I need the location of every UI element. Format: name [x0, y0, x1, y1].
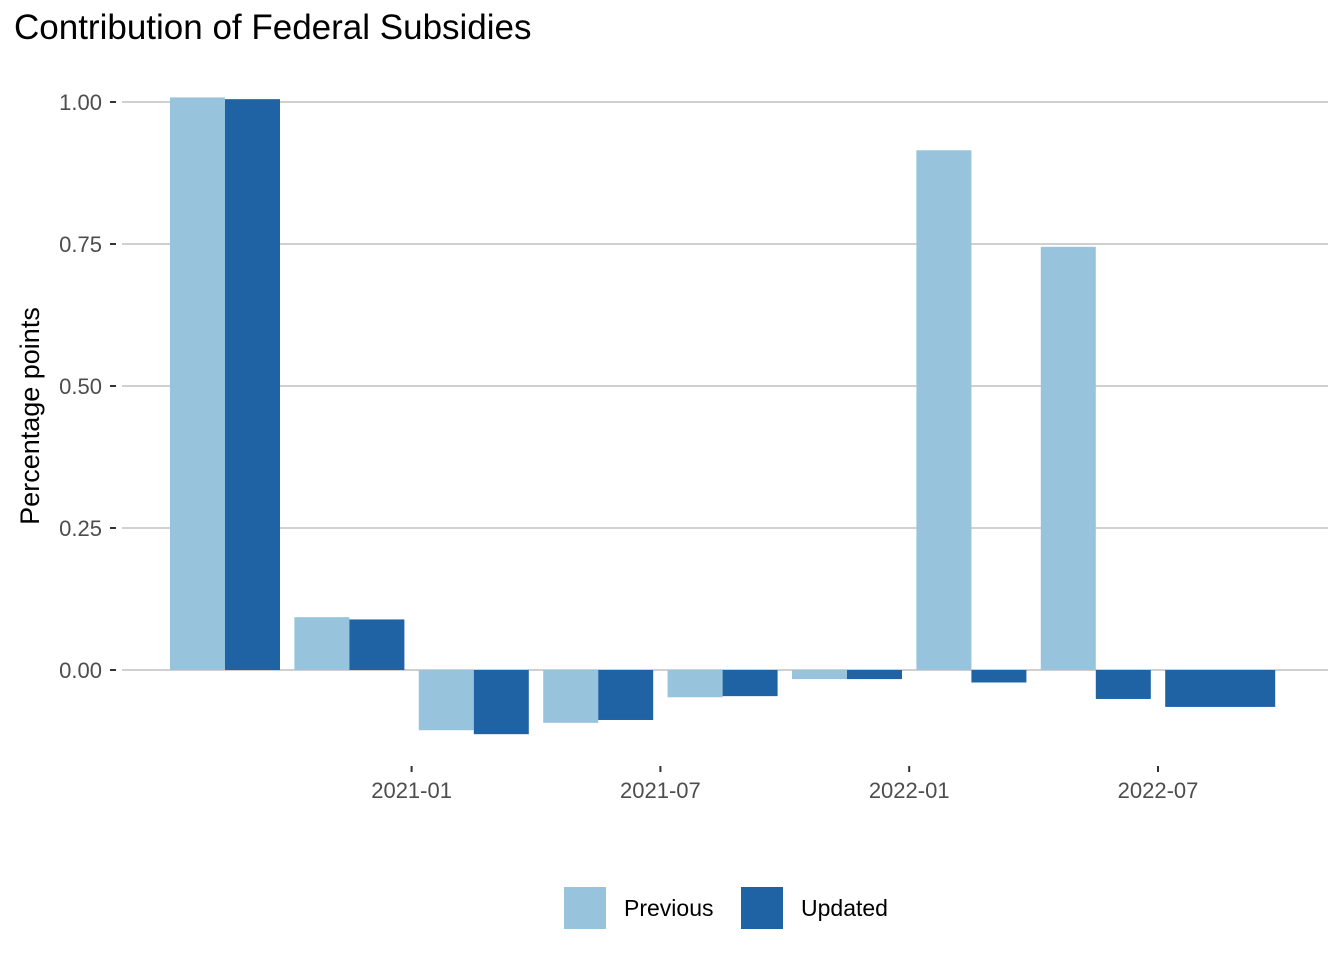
- y-tick-label: 0.50: [59, 374, 102, 399]
- bar-updated: [225, 99, 280, 670]
- legend-swatch-previous: [564, 887, 606, 929]
- y-tick-label: 0.00: [59, 658, 102, 683]
- bar-updated: [847, 670, 902, 680]
- x-axis: 2021-01 2021-07 2022-01 2022-07: [371, 766, 1198, 803]
- legend-label-previous: Previous: [624, 895, 713, 921]
- x-tick-label: 2022-01: [869, 778, 950, 803]
- x-tick-label: 2022-07: [1118, 778, 1199, 803]
- bar-previous: [792, 670, 847, 680]
- legend-swatch-updated: [741, 887, 783, 929]
- bar-previous: [294, 617, 350, 670]
- bar-updated: [1165, 670, 1276, 707]
- y-tick-label: 1.00: [59, 90, 102, 115]
- x-tick-label: 2021-01: [371, 778, 452, 803]
- bar-previous: [543, 670, 599, 723]
- bars-layer: [170, 97, 1276, 735]
- bar-previous: [916, 150, 972, 670]
- bar-previous: [170, 97, 225, 671]
- legend: Previous Updated: [564, 887, 888, 929]
- bar-previous: [418, 670, 474, 731]
- x-tick-label: 2021-07: [620, 778, 701, 803]
- bar-updated: [1095, 670, 1151, 699]
- bar-updated: [473, 670, 529, 735]
- y-axis-title: Percentage points: [15, 307, 45, 525]
- bar-previous: [1040, 246, 1096, 670]
- chart-title: Contribution of Federal Subsidies: [14, 8, 532, 47]
- grid-layer: [122, 101, 1328, 671]
- bar-previous: [667, 670, 723, 698]
- bar-updated: [598, 670, 654, 720]
- y-tick-label: 0.75: [59, 232, 102, 257]
- legend-label-updated: Updated: [801, 895, 888, 921]
- y-axis: 0.00 0.25 0.50 0.75 1.00: [59, 90, 116, 683]
- bar-updated: [722, 670, 778, 697]
- bar-updated: [971, 670, 1027, 683]
- bar-updated: [349, 619, 405, 670]
- y-tick-label: 0.25: [59, 516, 102, 541]
